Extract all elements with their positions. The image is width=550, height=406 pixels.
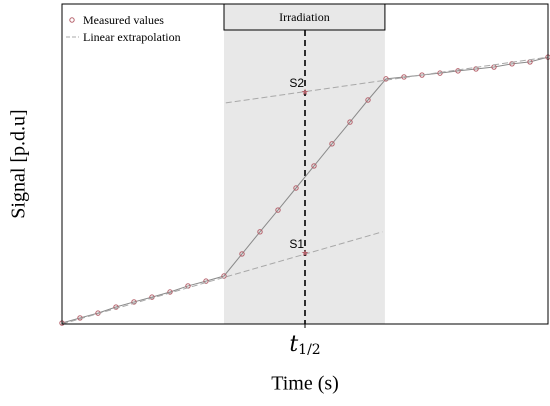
point-label: S2 xyxy=(289,76,304,90)
measured-point xyxy=(149,294,155,300)
measured-point xyxy=(203,278,209,284)
measured-point xyxy=(509,61,515,67)
band-label-box xyxy=(223,3,386,31)
measured-point xyxy=(221,273,227,279)
measured-point xyxy=(347,119,353,125)
point-marker: ★ xyxy=(301,87,309,97)
x-tick-label: t1/2 xyxy=(289,332,320,358)
legend: Measured values Linear extrapolation xyxy=(66,13,181,44)
tick-subscript: 1/2 xyxy=(298,342,321,358)
legend-label: Linear extrapolation xyxy=(83,30,181,44)
measured-point xyxy=(455,68,461,74)
measured-point xyxy=(293,185,299,191)
measured-point xyxy=(383,76,389,82)
measured-point xyxy=(257,229,263,235)
measured-point xyxy=(239,251,245,257)
measured-point xyxy=(329,141,335,147)
x-axis-label: Time (s) xyxy=(271,373,339,395)
y-axis-label: Signal [p.d.u] xyxy=(8,109,30,218)
measured-point xyxy=(437,70,443,76)
point-label: S1 xyxy=(289,237,304,251)
tick-main: t xyxy=(289,332,298,357)
measured-point xyxy=(365,97,371,103)
point-marker: ★ xyxy=(301,248,309,258)
measured-point xyxy=(113,304,119,310)
measured-point xyxy=(311,163,317,169)
measured-point xyxy=(473,66,479,72)
measured-point xyxy=(275,207,281,213)
measured-point xyxy=(131,299,137,305)
legend-marker xyxy=(69,17,75,23)
band-label: Irradiation xyxy=(279,10,330,24)
legend-label: Measured values xyxy=(83,13,164,27)
measured-point xyxy=(167,289,173,295)
measured-line xyxy=(61,56,549,324)
extrapolation-line xyxy=(225,56,549,104)
extrapolation-line xyxy=(61,231,383,325)
